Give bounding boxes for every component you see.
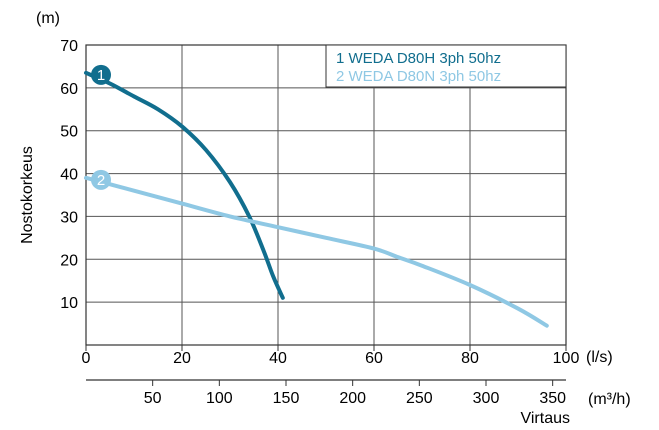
series-badge-2: 2: [91, 169, 111, 190]
badge-circle: [91, 64, 111, 85]
x-tick-label-ls: 0: [82, 350, 91, 367]
y-tick-label: 70: [60, 38, 78, 55]
series-layer: 12: [84, 64, 549, 328]
y-tick-label: 50: [60, 124, 78, 141]
x-tick-label-ls: 100: [553, 350, 580, 367]
x-ticks-secondary: 50 100 150 200 250 300 350: [86, 379, 566, 407]
legend: 1 WEDA D80H 3ph 50hz 2 WEDA D80N 3ph 50h…: [325, 44, 567, 88]
x-tick-label-ls: 40: [269, 350, 287, 367]
legend-entry-2: 2 WEDA D80N 3ph 50hz: [336, 68, 501, 85]
y-tick-label: 30: [60, 209, 78, 226]
y-axis-label: Nostokorkeus: [19, 146, 36, 244]
grid: [86, 45, 566, 345]
x-tick-label-m3h: 200: [339, 390, 366, 407]
x-tick-label-m3h: 300: [473, 390, 500, 407]
x-tick-label-m3h: 350: [539, 390, 566, 407]
y-tick-label: 60: [60, 81, 78, 98]
series-line-1: [84, 70, 285, 300]
x-tick-label-ls: 60: [365, 350, 383, 367]
legend-box: [325, 44, 567, 88]
series-line-2: [84, 175, 549, 328]
x-tick-label-m3h: 50: [144, 390, 162, 407]
x-tick-label-m3h: 100: [206, 390, 233, 407]
plot-frame: [85, 44, 567, 346]
x-unit-secondary: (m³/h): [588, 391, 631, 408]
series-badge-1: 1: [91, 64, 111, 85]
x-ticks-primary: 0 20 40 60 80 100: [82, 345, 580, 367]
x-unit-primary: (l/s): [586, 349, 613, 366]
x-tick-label-m3h: 250: [406, 390, 433, 407]
y-tick-label: 40: [60, 167, 78, 184]
badge-circle: [91, 169, 111, 190]
y-tick-label: 10: [60, 295, 78, 312]
badge-number: 2: [97, 172, 105, 189]
x-axis-label: Virtaus: [520, 410, 570, 427]
x-tick-label-m3h: 150: [273, 390, 300, 407]
x-tick-label-ls: 20: [173, 350, 191, 367]
y-ticks: 10 20 30 40 50 60 70: [60, 38, 78, 312]
y-unit-label: (m): [36, 10, 60, 27]
x-tick-label-ls: 80: [461, 350, 479, 367]
y-tick-label: 20: [60, 252, 78, 269]
legend-entry-1: 1 WEDA D80H 3ph 50hz: [336, 50, 501, 67]
badge-number: 1: [97, 67, 105, 84]
